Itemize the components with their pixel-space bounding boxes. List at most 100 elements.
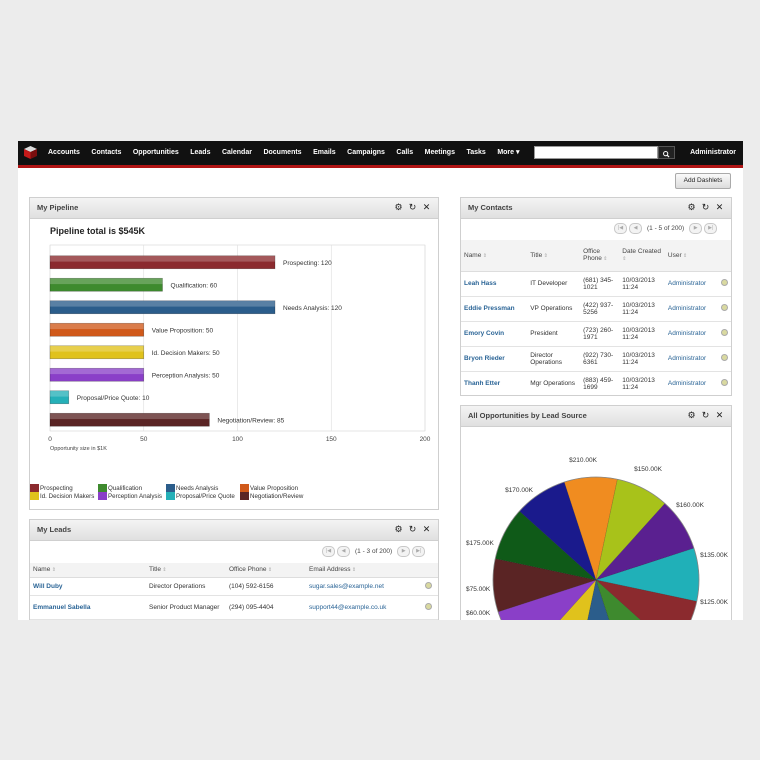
edit-icon[interactable] [721,354,728,361]
contact-date: 10/03/2013 11:24 [622,326,655,341]
bar-value-proposition[interactable] [49,322,145,337]
column-header[interactable]: Name ⇕ [461,240,528,272]
sort-icon[interactable]: ⇕ [161,567,167,574]
nav-item-opportunities[interactable]: Opportunities [132,149,179,156]
column-header-actions [422,563,438,578]
settings-gear-icon[interactable]: ⚙ [687,410,696,420]
lead-name[interactable]: Will Duby [33,582,63,590]
bar-proposal-price-quote[interactable] [49,390,70,405]
prev-page-button[interactable]: ◀ [629,223,642,234]
contact-user[interactable]: Administrator [667,380,707,387]
contact-user[interactable]: Administrator [667,355,707,362]
sort-icon[interactable]: ⇕ [681,252,688,259]
nav-item-calls[interactable]: Calls [396,149,414,156]
contact-user[interactable]: Administrator [667,280,707,287]
contact-user[interactable]: Administrator [667,330,707,337]
next-page-button[interactable]: ▶ [397,546,411,557]
sort-icon[interactable]: ⇕ [50,567,56,574]
close-icon[interactable]: ✕ [715,410,724,420]
settings-gear-icon[interactable]: ⚙ [394,524,403,534]
close-icon[interactable]: ✕ [715,202,724,212]
edit-icon[interactable] [721,329,728,336]
edit-icon[interactable] [721,379,728,386]
sort-icon[interactable]: ⇕ [622,256,627,263]
settings-gear-icon[interactable]: ⚙ [687,202,696,212]
contact-name[interactable]: Leah Hass [464,280,497,287]
nav-item-campaigns[interactable]: Campaigns [347,149,385,156]
pie-slice[interactable] [575,579,628,620]
sugar-cube-logo-icon[interactable] [24,146,37,159]
top-nav: Accounts Contacts Opportunities Leads Calend… [18,141,743,168]
lead-phone: (104) 592-6156 [229,582,274,590]
bar-data-label: Needs Analysis: 120 [283,305,342,312]
edit-icon[interactable] [721,279,728,286]
sort-icon[interactable]: ⇕ [601,256,608,263]
bar-perception-analysis[interactable] [49,367,145,382]
refresh-icon[interactable]: ↻ [408,524,417,534]
close-icon[interactable]: ✕ [422,524,431,534]
close-icon[interactable]: ✕ [422,202,431,212]
legend-swatch [98,492,107,500]
column-header[interactable]: Date Created ⇕ [619,240,665,272]
nav-item-meetings[interactable]: Meetings [424,149,455,156]
prev-page-button[interactable]: ◀ [337,546,350,557]
contact-name[interactable]: Thanh Etter [464,380,501,387]
bar-qualification[interactable] [49,277,163,292]
sort-icon[interactable]: ⇕ [542,252,548,259]
sort-icon[interactable]: ⇕ [266,567,273,574]
last-page-button[interactable]: ▶| [412,546,426,557]
sort-icon[interactable]: ⇕ [350,567,357,574]
nav-item-accounts[interactable]: Accounts [48,149,80,156]
column-header[interactable]: Title ⇕ [146,563,226,578]
last-page-button[interactable]: ▶| [704,223,718,234]
refresh-icon[interactable]: ↻ [408,202,417,212]
refresh-icon[interactable]: ↻ [701,410,710,420]
pie-slice[interactable] [595,579,673,620]
bar-highlight [50,413,210,420]
leads-dashlet: My Leads ⚙ ↻ ✕ |◀ ◀ (1 - 3 of 200) ▶ ▶| … [29,519,439,620]
lead-name[interactable]: Emmanuel Sabella [33,603,91,611]
column-header[interactable]: Title ⇕ [527,240,581,272]
edit-icon[interactable] [721,304,728,311]
nav-item-contacts[interactable]: Contacts [91,149,122,156]
dashlet-header: My Contacts ⚙ ↻ ✕ [461,198,731,219]
contact-name[interactable]: Emory Covin [464,330,505,337]
nav-item-tasks[interactable]: Tasks [466,149,486,156]
sort-icon[interactable]: ⇕ [481,252,487,259]
nav-item-more[interactable]: More ▾ [497,149,520,156]
nav-item-emails[interactable]: Emails [313,149,336,156]
column-header[interactable]: Office Phone ⇕ [580,240,620,272]
next-page-button[interactable]: ▶ [689,223,703,234]
bar-negotiation-review[interactable] [49,412,210,427]
bar-prospecting[interactable] [49,255,276,270]
nav-item-calendar[interactable]: Calendar [221,149,252,156]
first-page-button[interactable]: |◀ [614,223,627,234]
add-dashlets-button[interactable]: Add Dashlets [675,173,731,189]
legend-label: Id. Decision Makers [40,492,95,500]
pie-slice[interactable] [527,579,597,620]
contact-name[interactable]: Bryon Rieder [464,355,505,362]
contact-user[interactable]: Administrator [667,305,707,312]
first-page-button[interactable]: |◀ [322,546,335,557]
column-header-label: Title [530,251,543,259]
settings-gear-icon[interactable]: ⚙ [394,202,403,212]
bar-needs-analysis[interactable] [49,300,276,315]
refresh-icon[interactable]: ↻ [701,202,710,212]
column-header[interactable]: Email Address ⇕ [306,563,422,578]
bar-id-decision-makers[interactable] [49,345,145,360]
contact-name[interactable]: Eddie Pressman [464,305,515,312]
lead-email[interactable]: support44@example.co.uk [309,603,387,611]
edit-icon[interactable] [425,581,432,589]
nav-item-leads[interactable]: Leads [190,149,211,156]
search-button[interactable] [658,146,675,159]
column-header[interactable]: Office Phone ⇕ [226,563,306,578]
nav-item-documents[interactable]: Documents [263,149,302,156]
table-row: Will Duby Director Operations (104) 592-61… [30,577,438,596]
column-header[interactable]: Name ⇕ [30,563,146,578]
contact-phone: (922) 730-6361 [583,351,614,366]
column-header[interactable]: User ⇕ [664,240,718,272]
global-search-input[interactable] [534,146,658,159]
lead-email[interactable]: sugar.sales@example.net [309,582,384,590]
edit-icon[interactable] [425,602,432,610]
user-menu[interactable]: Administrator [690,149,736,156]
